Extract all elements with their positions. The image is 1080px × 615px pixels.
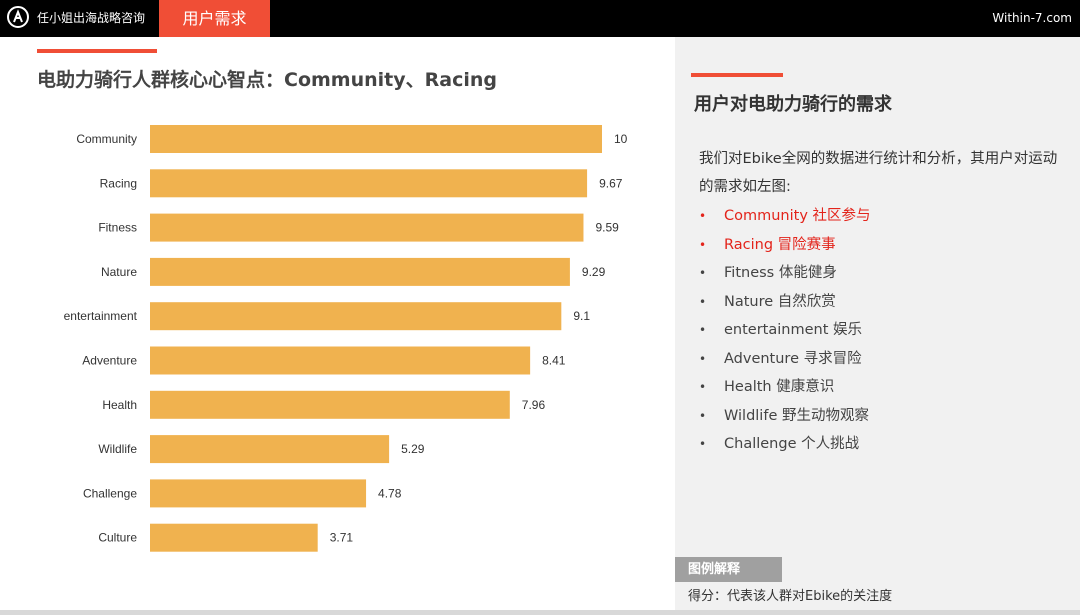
value-label: 7.96 (522, 398, 546, 412)
tab-user-needs[interactable]: 用户需求 (159, 0, 270, 37)
need-item: • Fitness 体能健身 (699, 259, 1064, 288)
category-label: Wildlife (98, 442, 137, 456)
value-label: 9.1 (573, 309, 590, 323)
need-item-label: Fitness 体能健身 (724, 265, 837, 281)
bullet-icon: • (699, 380, 707, 394)
category-label: entertainment (64, 309, 138, 323)
right-panel: 用户对电助力骑行的需求 我们对Ebike全网的数据进行统计和分析，其用户对运动的… (675, 37, 1080, 610)
top-bar: 任小姐出海战略咨询 用户需求 Within-7.com (0, 0, 1080, 37)
bullet-icon: • (699, 266, 707, 280)
need-item: • Challenge 个人挑战 (699, 430, 1064, 459)
brand-name: 任小姐出海战略咨询 (37, 11, 146, 25)
category-label: Racing (100, 176, 137, 190)
bar-wildlife (150, 435, 390, 464)
bar-racing (150, 169, 588, 198)
category-label: Culture (98, 531, 137, 545)
value-label: 4.78 (378, 486, 402, 500)
legend-text: 得分：代表该人群对Ebike的关注度 (688, 589, 893, 604)
need-item: • Nature 自然欣赏 (699, 288, 1064, 317)
category-label: Adventure (82, 354, 137, 368)
need-item: • entertainment 娱乐 (699, 316, 1064, 345)
need-item-label: Wildlife 野生动物观察 (724, 407, 869, 424)
bar-health (150, 390, 510, 419)
bullet-icon: • (699, 294, 707, 309)
bottom-strip (0, 610, 1080, 615)
bullet-icon: • (699, 351, 707, 366)
need-item: • Adventure 寻求冒险 (699, 345, 1064, 374)
bar-culture (150, 523, 318, 552)
panel-intro: 我们对Ebike全网的数据进行统计和分析，其用户对运动的需求如左图: (699, 151, 1058, 195)
bar-nature (150, 257, 570, 286)
need-item: • Wildlife 野生动物观察 (699, 402, 1064, 431)
value-label: 9.59 (595, 221, 619, 235)
legend-title: 图例解释 (675, 557, 782, 582)
heading-accent-line (691, 73, 783, 77)
panel-heading: 用户对电助力骑行的需求 (694, 94, 892, 115)
bar-challenge (150, 479, 367, 508)
category-label: Fitness (98, 221, 137, 235)
category-label: Challenge (83, 486, 137, 500)
need-item-label: Community 社区参与 (724, 208, 871, 224)
category-label: Community (76, 132, 137, 146)
bullet-icon: • (699, 209, 707, 223)
bar-chart: Community 10 Racing 9.67 Fitness 9.59 Nature 9.… (64, 125, 628, 552)
value-label: 5.29 (401, 442, 425, 456)
value-label: 9.29 (582, 265, 606, 279)
value-label: 8.41 (542, 354, 566, 368)
needs-list: • Community 社区参与 • Racing 冒险赛事 • Fitness 体能健身… (699, 202, 1064, 459)
bullet-icon: • (699, 323, 707, 337)
chart-title: 电助力骑行人群核心心智点：Community、Racing (37, 69, 497, 91)
need-item-label: Nature 自然欣赏 (724, 293, 836, 310)
value-label: 3.71 (330, 531, 354, 545)
need-item: • Health 健康意识 (699, 373, 1064, 402)
value-label: 10 (614, 132, 628, 146)
bar-community (150, 125, 602, 153)
need-item-label: Adventure 寻求冒险 (724, 350, 862, 367)
need-item-label: Racing 冒险赛事 (724, 236, 836, 253)
need-item-label: entertainment 娱乐 (724, 322, 862, 338)
value-label: 9.67 (599, 176, 623, 190)
need-item: • Racing 冒险赛事 (699, 231, 1064, 260)
bar-fitness (150, 213, 584, 242)
bar-entertainment (150, 302, 562, 331)
bullet-icon: • (699, 437, 707, 451)
need-item-label: Challenge 个人挑战 (724, 436, 860, 452)
bar-adventure (150, 346, 531, 375)
need-item-label: Health 健康意识 (724, 379, 835, 395)
title-accent-line (37, 49, 157, 53)
category-label: Health (102, 398, 137, 412)
brand-logo-icon (7, 6, 29, 28)
bullet-icon: • (699, 408, 707, 423)
bullet-icon: • (699, 237, 707, 252)
site-url[interactable]: Within-7.com (992, 11, 1072, 25)
need-item: • Community 社区参与 (699, 202, 1064, 231)
category-label: Nature (101, 265, 137, 279)
